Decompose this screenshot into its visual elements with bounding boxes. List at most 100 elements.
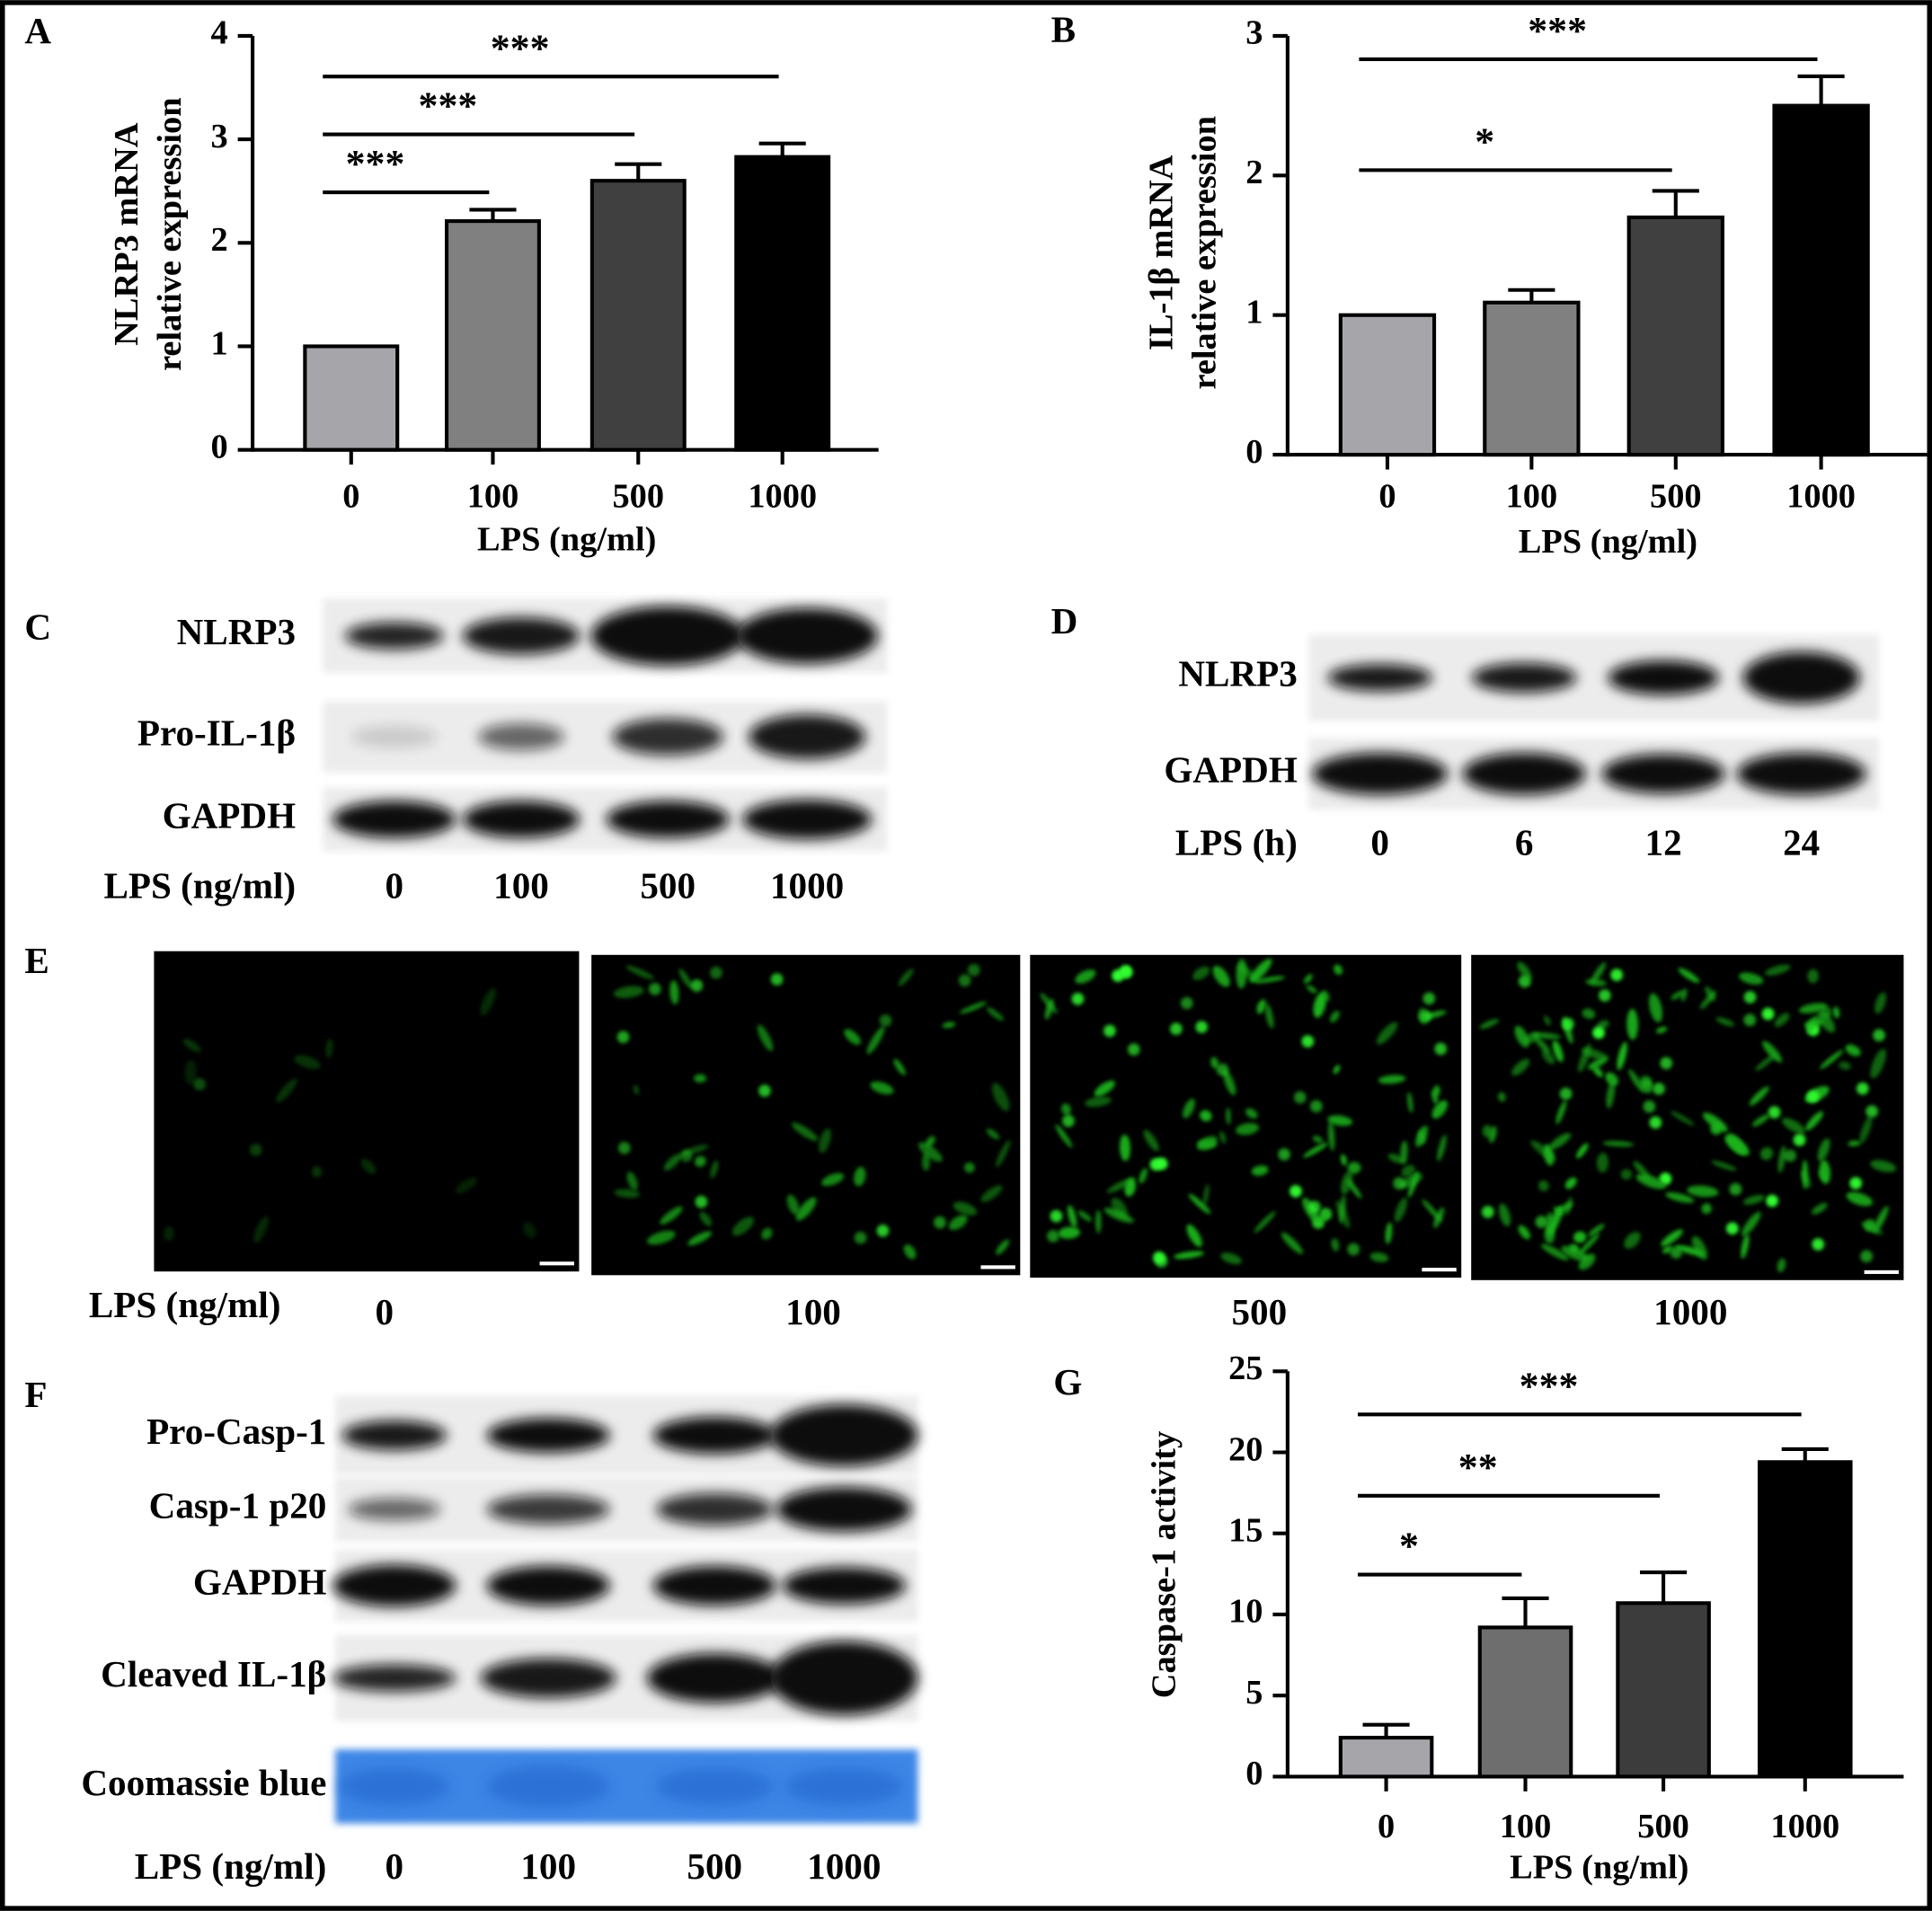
- panel-letter: A: [24, 10, 51, 51]
- blot-row-label: Coomassie blue: [81, 1762, 326, 1803]
- bar: [589, 179, 687, 452]
- cell: [1422, 992, 1436, 1005]
- panel-letter: B: [1051, 9, 1076, 50]
- cell: [613, 986, 644, 998]
- y-tick-label: 20: [1228, 1430, 1263, 1468]
- cell: [660, 1206, 683, 1225]
- blot-lane-label: 24: [1783, 822, 1820, 863]
- bar: [1616, 1601, 1711, 1779]
- blot-band: [769, 1641, 918, 1715]
- blot-lane-label: 0: [1370, 822, 1389, 863]
- blot-band: [344, 622, 444, 650]
- cell: [1192, 966, 1210, 980]
- error-bar: [1781, 1447, 1829, 1463]
- cell: [1741, 1211, 1761, 1236]
- cell: [1751, 1114, 1770, 1127]
- cell: [1555, 1202, 1573, 1215]
- blot-band: [1327, 664, 1432, 692]
- blot-band: [656, 1493, 774, 1526]
- cell: [1561, 1017, 1574, 1031]
- cell: [1407, 1092, 1414, 1113]
- cell: [986, 1128, 1000, 1140]
- cell: [1610, 969, 1623, 981]
- cell: [1542, 1049, 1555, 1065]
- error-bar: [1797, 74, 1845, 106]
- cell: [1739, 972, 1764, 985]
- cell: [731, 1216, 754, 1236]
- cell: [1761, 1007, 1775, 1021]
- bar: [1626, 215, 1724, 457]
- cell: [1643, 1100, 1656, 1113]
- cell: [1591, 962, 1607, 985]
- cell: [1044, 998, 1054, 1020]
- blot-band: [646, 1653, 783, 1703]
- cell: [1628, 1069, 1644, 1093]
- cell: [1120, 1134, 1130, 1162]
- cell: [1195, 1021, 1209, 1033]
- cell: [1620, 1169, 1633, 1180]
- cell: [1576, 1143, 1589, 1159]
- cell: [1322, 1210, 1328, 1222]
- cell: [1624, 1231, 1641, 1249]
- cell: [991, 1083, 1010, 1111]
- cell: [1312, 1135, 1324, 1144]
- blot-lane-label: 100: [493, 865, 549, 907]
- cell: [1186, 1224, 1202, 1247]
- blot-band: [742, 800, 873, 839]
- cell: [959, 1001, 988, 1014]
- cell: [1759, 1146, 1773, 1161]
- cell: [1602, 1140, 1635, 1147]
- cell: [1573, 1231, 1587, 1243]
- x-tick-label: 0: [342, 477, 359, 515]
- cell: [1139, 1168, 1148, 1184]
- cell: [1755, 1054, 1776, 1071]
- blot-axis-label: LPS (ng/ml): [135, 1845, 327, 1888]
- micrograph-lane-label: 1000: [1653, 1291, 1727, 1332]
- blot-band: [486, 1418, 610, 1453]
- blot-band: [341, 1420, 448, 1451]
- cell: [1555, 1100, 1567, 1125]
- cell: [455, 1177, 477, 1194]
- cell: [1497, 1092, 1506, 1102]
- cell: [1047, 1230, 1059, 1243]
- y-tick-label: 3: [1245, 14, 1263, 52]
- significance-label: *: [1399, 1525, 1419, 1568]
- cell: [1859, 1115, 1873, 1144]
- cell: [1309, 1100, 1323, 1113]
- blot-row-label: Pro-IL-1β: [137, 712, 296, 754]
- blot-lane-label: 500: [687, 1845, 742, 1887]
- cell: [1671, 990, 1685, 1000]
- cell: [922, 1153, 930, 1172]
- cell: [184, 1059, 197, 1085]
- cell: [1606, 1081, 1616, 1109]
- cell: [1701, 1203, 1712, 1215]
- blot-band: [332, 1664, 456, 1692]
- cell: [795, 1197, 817, 1221]
- x-tick-label: 100: [1506, 477, 1558, 515]
- blot-band: [1312, 752, 1449, 795]
- significance-label: *: [1475, 120, 1494, 164]
- blot-band: [348, 1498, 441, 1521]
- cell: [1749, 1086, 1769, 1106]
- cell: [1431, 1100, 1448, 1119]
- cell: [1626, 1008, 1639, 1040]
- cell: [1220, 1252, 1242, 1265]
- cell: [1067, 1205, 1077, 1228]
- cell: [819, 1128, 831, 1154]
- cell: [1655, 1026, 1668, 1034]
- x-tick-label: 500: [612, 477, 664, 515]
- cell: [879, 1014, 892, 1027]
- cell: [1212, 965, 1230, 987]
- cell: [1543, 1144, 1554, 1166]
- cell: [1535, 1037, 1550, 1053]
- cell: [1347, 1162, 1361, 1174]
- cell: [1143, 1129, 1159, 1152]
- cell: [1552, 1040, 1564, 1063]
- blot-band: [339, 1767, 450, 1805]
- blot-band: [486, 1494, 610, 1525]
- cell: [1422, 1199, 1442, 1222]
- cell: [1394, 1197, 1408, 1223]
- cell: [1741, 1234, 1750, 1259]
- cell: [1592, 1026, 1605, 1040]
